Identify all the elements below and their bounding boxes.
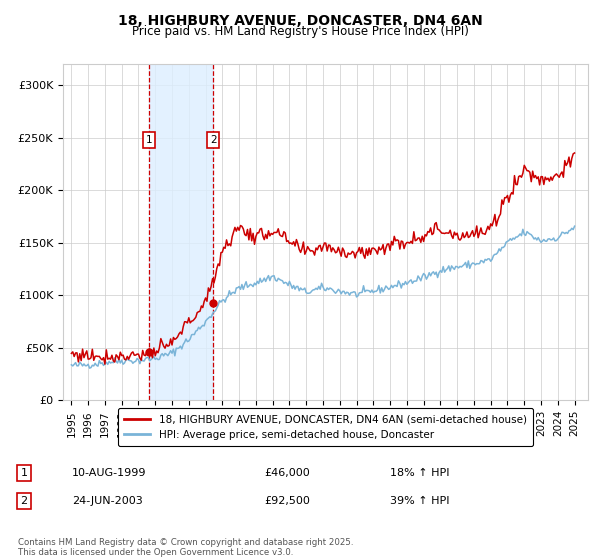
Text: 18% ↑ HPI: 18% ↑ HPI (390, 468, 449, 478)
Text: 24-JUN-2003: 24-JUN-2003 (72, 496, 143, 506)
Text: 1: 1 (20, 468, 28, 478)
Text: £46,000: £46,000 (264, 468, 310, 478)
Text: £92,500: £92,500 (264, 496, 310, 506)
Text: 39% ↑ HPI: 39% ↑ HPI (390, 496, 449, 506)
Text: 2: 2 (210, 135, 217, 145)
Text: Price paid vs. HM Land Registry's House Price Index (HPI): Price paid vs. HM Land Registry's House … (131, 25, 469, 38)
Text: 1: 1 (146, 135, 152, 145)
Bar (149, 64, 213, 400)
Text: 2: 2 (20, 496, 28, 506)
Text: Contains HM Land Registry data © Crown copyright and database right 2025.
This d: Contains HM Land Registry data © Crown c… (18, 538, 353, 557)
Legend: 18, HIGHBURY AVENUE, DONCASTER, DN4 6AN (semi-detached house), HPI: Average pric: 18, HIGHBURY AVENUE, DONCASTER, DN4 6AN … (118, 408, 533, 446)
Text: 10-AUG-1999: 10-AUG-1999 (72, 468, 146, 478)
Text: 18, HIGHBURY AVENUE, DONCASTER, DN4 6AN: 18, HIGHBURY AVENUE, DONCASTER, DN4 6AN (118, 14, 482, 28)
